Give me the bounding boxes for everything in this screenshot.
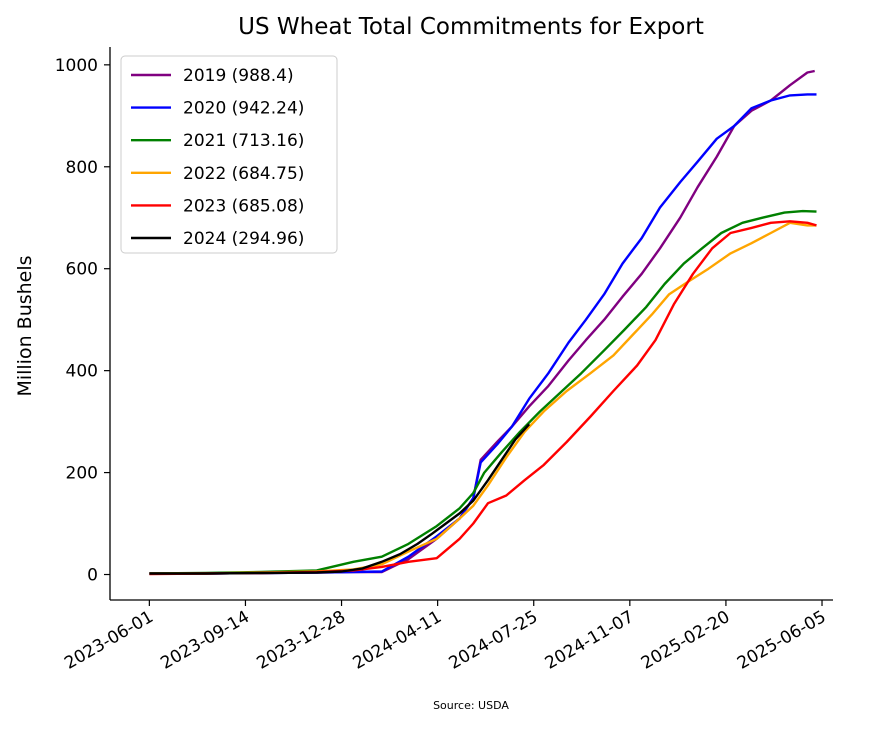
source-note: Source: USDA	[433, 699, 509, 712]
y-tick-label: 400	[66, 362, 98, 382]
legend-box	[120, 55, 338, 254]
x-tick-label: 2023-06-01	[61, 607, 157, 674]
legend-label-0: 2019 (988.4)	[183, 66, 294, 86]
plot-area	[149, 69, 817, 576]
series-line-2	[149, 209, 817, 575]
x-tick-label: 2025-06-05	[734, 607, 830, 674]
y-tick-label: 600	[66, 260, 98, 280]
x-tick-label: 2024-07-25	[446, 607, 542, 674]
y-tick-label: 200	[66, 464, 98, 484]
x-tick-label: 2025-02-20	[638, 607, 734, 674]
x-tick-label: 2023-09-14	[157, 607, 253, 674]
legend-label-1: 2020 (942.24)	[183, 99, 304, 119]
series-line-3	[149, 221, 817, 575]
y-axis-label: Million Bushels	[14, 255, 36, 396]
y-tick-label: 800	[66, 158, 98, 178]
series-line-1	[149, 93, 817, 575]
series-line-4	[149, 220, 817, 576]
legend-label-2: 2021 (713.16)	[183, 131, 304, 151]
chart-title: US Wheat Total Commitments for Export	[238, 14, 704, 40]
x-tick-label: 2024-11-07	[542, 607, 638, 674]
y-tick-label: 1000	[55, 56, 98, 76]
legend-label-3: 2022 (684.75)	[183, 164, 304, 184]
x-tick-label: 2024-04-11	[350, 607, 446, 674]
x-tick-label: 2023-12-28	[253, 607, 349, 674]
series-line-5	[149, 423, 531, 575]
legend-label-5: 2024 (294.96)	[183, 229, 304, 249]
legend: 2019 (988.4) 2020 (942.24) 2021 (713.16) 20…	[120, 55, 338, 254]
legend-label-4: 2023 (685.08)	[183, 196, 304, 216]
y-tick-label: 0	[87, 566, 98, 586]
